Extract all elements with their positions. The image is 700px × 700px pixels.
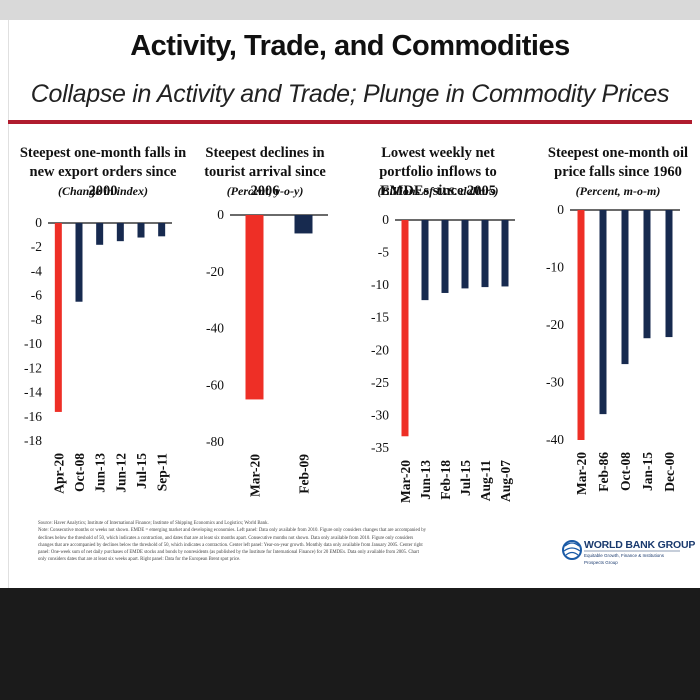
y-tick-label: -8 [31, 312, 42, 327]
y-tick-label: -10 [24, 336, 42, 351]
bar-dec-00 [665, 210, 673, 338]
source-note-line: only considers dates that are at least s… [38, 557, 241, 563]
panel-4-unit: (Percent, m-o-m) [575, 184, 661, 198]
y-tick-label: -5 [378, 245, 389, 260]
y-tick-label: -30 [546, 375, 564, 390]
y-tick-label: -10 [546, 260, 564, 275]
x-tick-label: Mar-20 [574, 452, 589, 495]
world-bank-logo-unit: Prospects Group [584, 560, 618, 565]
y-tick-label: -40 [546, 432, 564, 447]
y-tick-label: -15 [371, 310, 389, 325]
top-window-bar [0, 0, 700, 20]
y-tick-label: -14 [24, 385, 42, 400]
y-tick-label: -6 [31, 288, 42, 303]
x-tick-label: Jul-15 [458, 460, 473, 496]
source-note-line: declines below the threshold of 50, whic… [38, 535, 414, 541]
panel-3-unit: (Billions of U.S. dollars) [377, 184, 499, 198]
bar-mar-20 [577, 210, 585, 440]
bar-feb-86 [599, 210, 607, 415]
bar-jul-15 [137, 223, 145, 238]
bar-oct-08 [75, 223, 83, 302]
panel-4-chart: 0 -10 -20 -30 -40 Mar-20 Feb-86 Oct-08 Jan-15 Dec… [546, 202, 680, 495]
y-tick-label: 0 [382, 212, 389, 227]
x-tick-label: Feb-09 [297, 454, 312, 494]
panel-1-title: Steepest one-month falls in new export o… [19, 145, 187, 199]
bar-mar-20 [401, 220, 409, 437]
y-tick-label: 0 [217, 207, 224, 222]
y-tick-label: -20 [206, 264, 224, 279]
panel-2-chart: 0 -20 -40 -60 -80 Mar-20 Feb-09 [206, 207, 328, 497]
source-note-line: changes that are accompanied by declines… [38, 542, 423, 548]
source-note-line: panel: One-week sum of net daily purchas… [38, 550, 419, 556]
y-tick-label: -60 [206, 377, 224, 392]
bar-feb-09 [294, 215, 313, 234]
source-note-line: Note: Consecutive months or weeks not sh… [38, 528, 426, 534]
x-tick-label: Feb-86 [596, 452, 611, 492]
panel-3-chart: 0 -5 -10 -15 -20 -25 -30 -35 Mar-20 Jun-13 Feb-18 J… [371, 212, 515, 503]
x-tick-label: Jun-12 [113, 453, 128, 493]
panel-2-title: Steepest declines in tourist arrival sin… [204, 145, 326, 199]
y-tick-label: -10 [371, 277, 389, 292]
bar-sep-11 [158, 223, 166, 237]
x-tick-label: Dec-00 [662, 452, 677, 492]
y-tick-label: -25 [371, 375, 389, 390]
panel-3-title: Lowest weekly net portfolio inflows to E… [379, 145, 497, 199]
panel-2-unit: (Percent, y-o-y) [226, 184, 304, 198]
x-tick-label: Aug-11 [478, 460, 493, 502]
x-tick-label: Apr-20 [51, 453, 66, 494]
bar-jun-12 [116, 223, 124, 242]
bar-aug-07 [501, 220, 509, 287]
x-tick-label: Jan-15 [640, 452, 655, 491]
x-tick-label: Oct-08 [618, 452, 633, 491]
y-tick-label: -18 [24, 433, 42, 448]
y-tick-label: -4 [31, 263, 42, 278]
y-tick-label: -80 [206, 434, 224, 449]
x-tick-label: Feb-18 [438, 460, 453, 500]
panel-4-title: Steepest one-month oil price falls since… [547, 145, 689, 180]
y-tick-label: -20 [371, 342, 389, 357]
x-tick-label: Mar-20 [398, 460, 413, 503]
source-note: Source: Haver Analytics; Institute of In… [38, 520, 548, 564]
panel-1-unit: (Change in index) [57, 184, 148, 198]
y-tick-label: -12 [24, 360, 42, 375]
panel-1-chart: 0 -2 -4 -6 -8 -10 -12 -14 -16 -18 Apr-20 Oct-08 Jun-… [24, 215, 172, 494]
bar-jun-13 [421, 220, 429, 301]
bottom-black-bar [0, 588, 700, 700]
y-tick-label: -20 [546, 317, 564, 332]
bar-feb-18 [441, 220, 449, 293]
y-tick-label: 0 [557, 202, 564, 217]
y-tick-label: -40 [206, 321, 224, 336]
x-tick-label: Mar-20 [248, 454, 263, 497]
bar-oct-08 [621, 210, 629, 365]
x-tick-label: Aug-07 [498, 460, 513, 502]
bar-jul-15 [461, 220, 469, 289]
bar-mar-20 [245, 215, 264, 400]
bar-apr-20 [54, 223, 62, 412]
world-bank-logo-tagline: Equitable Growth, Finance & Institutions [584, 553, 665, 558]
bar-jan-15 [643, 210, 651, 339]
slide-subtitle: Collapse in Activity and Trade; Plunge i… [30, 80, 670, 108]
x-tick-label: Jun-13 [418, 460, 433, 500]
world-bank-logo-text: WORLD BANK GROUP [584, 539, 696, 551]
world-bank-globe-icon [562, 540, 680, 560]
title-divider [8, 120, 692, 124]
x-tick-label: Sep-11 [155, 453, 170, 492]
x-tick-label: Oct-08 [72, 453, 87, 492]
slide-title: Activity, Trade, and Commodities [130, 30, 570, 62]
source-note-line: Source: Haver Analytics; Institute of In… [38, 521, 269, 526]
bar-jun-13 [96, 223, 104, 245]
x-tick-label: Jun-13 [93, 453, 108, 493]
y-tick-label: -30 [371, 407, 389, 422]
y-tick-label: -16 [24, 409, 42, 424]
y-tick-label: 0 [35, 215, 42, 230]
y-tick-label: -35 [371, 440, 389, 455]
y-tick-label: -2 [31, 239, 42, 254]
bar-aug-11 [481, 220, 489, 288]
x-tick-label: Jul-15 [134, 453, 149, 489]
